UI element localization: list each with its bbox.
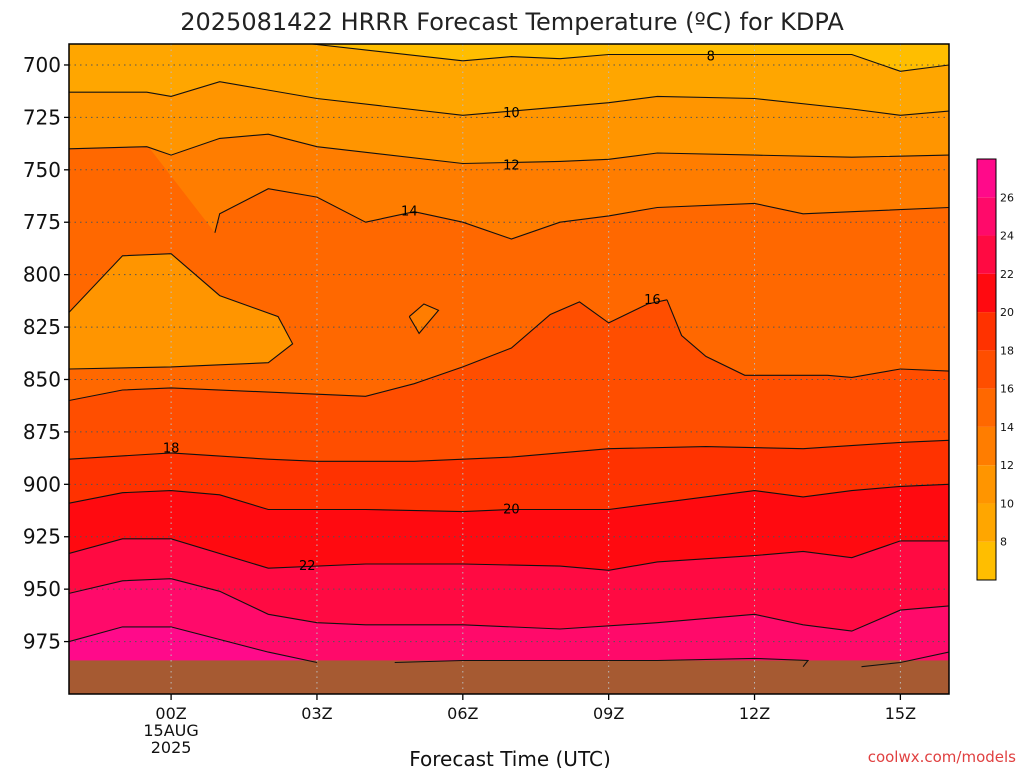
chart-title: 2025081422 HRRR Forecast Temperature (ºC… bbox=[180, 8, 844, 36]
colorbar-frame bbox=[976, 158, 997, 581]
colorbar-swatch-16 bbox=[977, 350, 996, 389]
contour-24-11 bbox=[69, 578, 949, 632]
contour-14-4 bbox=[214, 188, 949, 240]
contour-18-8 bbox=[69, 439, 949, 462]
fill-band-8 bbox=[69, 44, 949, 72]
colorbar-swatch-14 bbox=[977, 388, 996, 427]
colorbar-swatch-20 bbox=[977, 273, 996, 313]
fill-band-16 bbox=[409, 304, 439, 334]
fill-band-14 bbox=[69, 253, 293, 369]
contour-16-5 bbox=[69, 299, 668, 402]
watermark: coolwx.com/models bbox=[868, 748, 1016, 766]
colorbar-label-8: 8 bbox=[1000, 536, 1007, 549]
y-tick-label-800: 800 bbox=[23, 263, 61, 287]
colorbar-label-20: 20 bbox=[1000, 306, 1014, 319]
temperature-fill bbox=[69, 44, 949, 694]
surface-terrain bbox=[69, 660, 949, 694]
contour-8-0 bbox=[312, 44, 949, 72]
contour-26-13 bbox=[394, 657, 810, 668]
y-tick-label-850: 850 bbox=[23, 367, 61, 391]
x-tick-label-9: 09Z bbox=[593, 704, 624, 723]
colorbar-label-22: 22 bbox=[1000, 268, 1014, 281]
colorbar-swatch-18 bbox=[977, 312, 996, 351]
y-tick-label-975: 975 bbox=[23, 630, 61, 654]
y-axis: 700 725 750 775 800 825 850 875 900 925 950 975 bbox=[23, 53, 69, 654]
colorbar-swatch-8 bbox=[977, 503, 996, 542]
x-tick-label-0: 2025 bbox=[151, 738, 192, 757]
contour-lines bbox=[69, 44, 949, 668]
contour-20-9 bbox=[69, 483, 949, 513]
colorbar-swatch-22 bbox=[977, 235, 996, 274]
terrain-band bbox=[69, 660, 949, 694]
plot-area: 8 10 12 14 16 18 20 22 bbox=[68, 43, 950, 695]
contour-label-16: 16 bbox=[644, 293, 661, 308]
contour-16-6 bbox=[666, 299, 949, 378]
contour-label-8: 8 bbox=[707, 50, 715, 65]
contour-16-7 bbox=[408, 303, 440, 335]
colorbar-label-10: 10 bbox=[1000, 497, 1014, 510]
colorbar-swatch-12 bbox=[977, 426, 996, 466]
colorbar-label-16: 16 bbox=[1000, 383, 1014, 396]
x-tick-label-12: 12Z bbox=[739, 704, 770, 723]
x-tick-label-0: 00Z bbox=[155, 704, 186, 723]
contour-label-18: 18 bbox=[163, 442, 180, 457]
colorbar-label-14: 14 bbox=[1000, 421, 1014, 434]
y-tick-label-950: 950 bbox=[23, 577, 61, 601]
colorbar-swatch-24 bbox=[977, 197, 996, 236]
x-axis-label: Forecast Time (UTC) bbox=[409, 747, 611, 768]
y-tick-label-900: 900 bbox=[23, 472, 61, 496]
colorbar-label-24: 24 bbox=[1000, 230, 1014, 243]
colorbar-swatch-10 bbox=[977, 465, 996, 504]
colorbar-swatch-6 bbox=[977, 541, 996, 580]
colorbar-label-12: 12 bbox=[1000, 459, 1014, 472]
y-tick-label-925: 925 bbox=[23, 525, 61, 549]
y-tick-label-775: 775 bbox=[23, 210, 61, 234]
contour-label-10: 10 bbox=[503, 106, 520, 121]
x-tick-label-3: 03Z bbox=[301, 704, 332, 723]
y-tick-label-875: 875 bbox=[23, 420, 61, 444]
grid-lines bbox=[69, 44, 949, 694]
colorbar: 8 10 12 14 16 18 20 22 24 26 bbox=[976, 158, 1014, 581]
contour-28-14 bbox=[861, 651, 949, 668]
contour-12-2 bbox=[69, 133, 949, 165]
y-tick-label-700: 700 bbox=[23, 53, 61, 77]
y-tick-label-825: 825 bbox=[23, 315, 61, 339]
contour-14-3 bbox=[69, 253, 294, 370]
colorbar-label-26: 26 bbox=[1000, 191, 1014, 204]
x-tick-label-0: 15AUG bbox=[143, 721, 198, 740]
contour-label-14: 14 bbox=[401, 205, 418, 220]
plot-frame bbox=[68, 43, 950, 695]
x-tick-label-6: 06Z bbox=[447, 704, 478, 723]
colorbar-swatch-26 bbox=[977, 159, 996, 198]
contour-22-10 bbox=[69, 538, 949, 571]
y-tick-label-725: 725 bbox=[23, 105, 61, 129]
contour-10-1 bbox=[69, 81, 949, 116]
x-tick-label-15: 15Z bbox=[885, 704, 916, 723]
contour-26-12 bbox=[69, 626, 318, 664]
contour-label-20: 20 bbox=[503, 502, 520, 517]
contour-labels: 8 10 12 14 16 18 20 22 bbox=[163, 50, 715, 575]
contour-label-12: 12 bbox=[503, 159, 520, 174]
colorbar-label-18: 18 bbox=[1000, 344, 1014, 357]
y-tick-label-750: 750 bbox=[23, 158, 61, 182]
contour-label-22: 22 bbox=[299, 559, 316, 574]
